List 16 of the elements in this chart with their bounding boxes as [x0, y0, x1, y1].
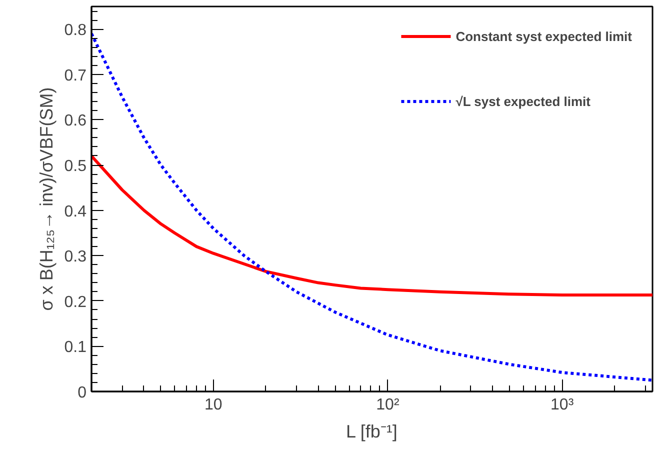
- x-axis-title: L [fb⁻¹]: [346, 422, 398, 442]
- y-tick-label: 0.3: [64, 248, 87, 266]
- y-tick-label: 0.2: [64, 294, 87, 311]
- x-tick-label: 10²: [376, 396, 400, 414]
- y-tick-label: 0.5: [64, 158, 87, 176]
- y-tick-label: 0.4: [64, 203, 87, 220]
- y-axis-title: σ x B(H₁₂₅→ inv)/σVBF(SM): [36, 87, 56, 311]
- y-tick-label: 0.8: [64, 22, 87, 40]
- y-tick-label: 0.6: [64, 112, 87, 130]
- legend-label: √L syst expected limit: [456, 94, 590, 108]
- y-tick-label: 0.7: [64, 67, 87, 84]
- y-tick-label: 0: [78, 384, 87, 402]
- x-tick-label: 10: [204, 396, 222, 414]
- x-tick-label: 10³: [550, 396, 574, 414]
- legend-label: Constant syst expected limit: [456, 28, 632, 44]
- y-tick-label: 0.1: [64, 339, 87, 356]
